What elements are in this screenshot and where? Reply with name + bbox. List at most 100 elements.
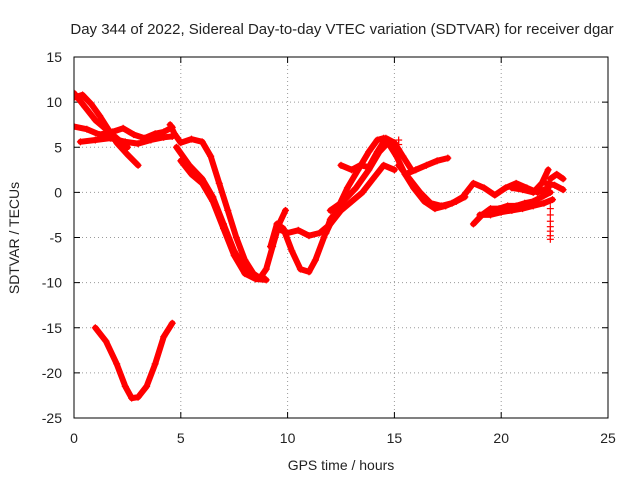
data-point xyxy=(384,139,392,147)
data-point xyxy=(546,188,554,196)
data-point xyxy=(134,161,142,169)
data-point xyxy=(476,211,484,219)
series-line xyxy=(167,121,289,282)
y-tick-label: 15 xyxy=(46,49,62,65)
data-point xyxy=(487,205,495,213)
data-point xyxy=(305,232,313,240)
y-axis-label: SDTVAR / TECUs xyxy=(6,182,22,294)
series-track-18 xyxy=(508,166,552,196)
data-point xyxy=(365,148,373,156)
data-point xyxy=(143,382,151,390)
data-point xyxy=(365,166,373,174)
data-point xyxy=(316,229,324,237)
data-point xyxy=(207,152,215,160)
data-point xyxy=(544,166,552,174)
data-point xyxy=(130,131,138,139)
data-point xyxy=(230,252,238,260)
data-point xyxy=(106,134,114,142)
data-point xyxy=(469,179,477,187)
data-point xyxy=(262,265,270,273)
data-point xyxy=(160,133,168,141)
data-point xyxy=(177,139,185,147)
data-point xyxy=(294,226,302,234)
data-point xyxy=(559,175,567,183)
data-point xyxy=(337,161,345,169)
data-point xyxy=(273,224,281,232)
data-point xyxy=(390,166,398,174)
data-point xyxy=(369,175,377,183)
data-point xyxy=(187,135,195,143)
data-point xyxy=(119,124,127,132)
data-point xyxy=(540,199,548,207)
data-point xyxy=(168,319,176,327)
data-point xyxy=(311,256,319,264)
data-point xyxy=(198,138,206,146)
data-point xyxy=(529,202,537,210)
data-point xyxy=(393,152,401,160)
data-point xyxy=(480,184,488,192)
series-line xyxy=(74,91,142,169)
y-tick-label: -25 xyxy=(42,410,62,426)
data-point xyxy=(553,170,561,178)
data-point xyxy=(427,199,435,207)
data-point xyxy=(91,324,99,332)
data-point xyxy=(296,265,304,273)
data-point xyxy=(170,130,178,138)
data-point xyxy=(96,112,104,120)
data-point xyxy=(422,161,430,169)
data-point xyxy=(559,186,567,194)
data-point xyxy=(284,229,292,237)
data-point xyxy=(151,360,159,368)
data-point xyxy=(501,184,509,192)
data-point xyxy=(198,179,206,187)
data-point xyxy=(487,211,495,219)
data-point xyxy=(326,206,334,214)
data-point xyxy=(546,205,554,213)
x-tick-labels: 0 5 10 15 20 25 xyxy=(70,430,616,446)
data-point xyxy=(508,206,516,214)
data-point xyxy=(375,148,383,156)
series-line xyxy=(273,162,398,239)
data-point xyxy=(187,170,195,178)
data-point xyxy=(358,188,366,196)
series-track-10 xyxy=(273,161,398,240)
data-point xyxy=(102,337,110,345)
data-point xyxy=(262,276,270,284)
data-point xyxy=(232,234,240,241)
data-point xyxy=(399,152,407,160)
data-point xyxy=(87,100,95,108)
data-point xyxy=(497,208,505,216)
data-point xyxy=(390,139,398,147)
data-point xyxy=(339,197,347,205)
series-line xyxy=(74,123,176,142)
data-point xyxy=(433,157,441,165)
data-point xyxy=(437,202,445,210)
series-track-6 xyxy=(166,121,289,282)
data-point xyxy=(395,161,403,169)
data-point xyxy=(91,136,99,144)
data-point xyxy=(108,128,116,136)
data-point xyxy=(123,150,131,158)
data-point xyxy=(224,206,232,214)
data-point xyxy=(241,270,249,278)
y-tick-label: -10 xyxy=(42,275,62,291)
data-point xyxy=(166,121,174,129)
data-point xyxy=(546,197,554,205)
data-point xyxy=(542,179,550,187)
data-point xyxy=(74,89,78,97)
x-tick-label: 10 xyxy=(280,430,296,446)
data-point xyxy=(83,125,91,133)
data-point xyxy=(113,360,121,368)
data-point xyxy=(373,136,381,144)
data-point xyxy=(508,184,516,192)
y-tick-labels: -25 -20 -15 -10 -5 0 5 10 15 xyxy=(42,49,62,426)
y-tick-label: 10 xyxy=(46,94,62,110)
data-point xyxy=(134,140,142,148)
data-point xyxy=(382,134,390,142)
series-track-19 xyxy=(546,170,567,183)
data-point xyxy=(267,243,275,251)
data-point xyxy=(160,333,168,341)
x-tick-label: 5 xyxy=(177,430,185,446)
series-track-20 xyxy=(542,179,567,194)
